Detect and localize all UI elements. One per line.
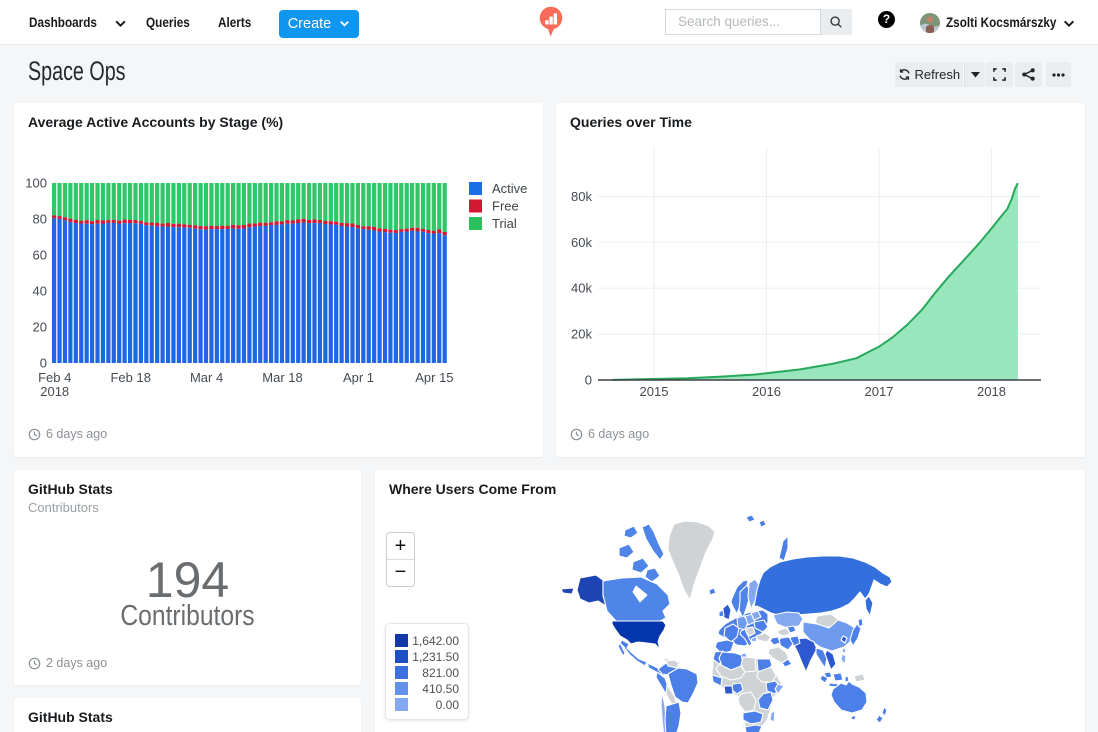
svg-text:2015: 2015 (640, 384, 669, 399)
svg-text:Apr 1: Apr 1 (343, 370, 374, 385)
svg-text:2016: 2016 (752, 384, 781, 399)
svg-text:Feb 4: Feb 4 (38, 370, 71, 385)
svg-text:0: 0 (585, 373, 592, 388)
svg-text:Mar 4: Mar 4 (190, 370, 223, 385)
svg-text:Mar 18: Mar 18 (262, 370, 302, 385)
svg-text:20k: 20k (571, 327, 592, 342)
svg-text:20: 20 (33, 320, 47, 335)
svg-text:80: 80 (33, 212, 47, 227)
svg-text:Free: Free (492, 199, 519, 214)
svg-text:2018: 2018 (40, 384, 69, 399)
svg-text:60k: 60k (571, 235, 592, 250)
svg-text:40: 40 (33, 284, 47, 299)
svg-text:60: 60 (33, 248, 47, 263)
svg-text:80k: 80k (571, 189, 592, 204)
svg-text:Feb 18: Feb 18 (110, 370, 150, 385)
svg-text:Apr 15: Apr 15 (415, 370, 453, 385)
svg-text:Active: Active (492, 181, 527, 196)
svg-text:100: 100 (25, 176, 47, 191)
svg-text:40k: 40k (571, 281, 592, 296)
svg-text:2017: 2017 (865, 384, 894, 399)
svg-text:0: 0 (40, 356, 47, 371)
svg-text:2018: 2018 (977, 384, 1006, 399)
svg-text:Trial: Trial (492, 216, 517, 231)
